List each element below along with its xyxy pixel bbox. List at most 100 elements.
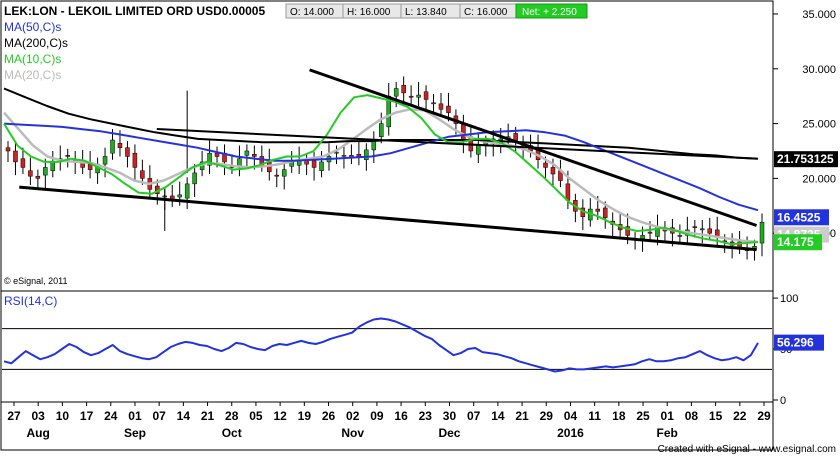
price-tag-box <box>774 151 838 168</box>
candle-body <box>602 207 608 219</box>
candle-body <box>707 228 712 234</box>
candle-body <box>20 158 26 168</box>
date-tick-label: 05 <box>249 409 263 423</box>
candle-body <box>341 155 347 157</box>
date-tick-label: 24 <box>104 409 118 423</box>
rsi-value-label: 56.296 <box>777 336 814 350</box>
date-tick-label: 21 <box>515 409 529 423</box>
candle-body <box>50 161 56 171</box>
price-tag-label: 14.175 <box>777 235 814 249</box>
rsi-line: 56.296 <box>3 317 824 373</box>
candle-body <box>102 156 108 165</box>
net-change-box <box>515 3 588 19</box>
candle-body <box>677 235 683 237</box>
legend-ma10: MA(10,C)s <box>4 52 61 66</box>
candle-body <box>192 172 197 185</box>
trendline-horizontal-ma-line <box>156 128 757 160</box>
date-tick-label: 17 <box>80 409 94 423</box>
candle-body <box>252 154 257 157</box>
date-tick-label: 15 <box>709 409 723 423</box>
date-tick-label: 18 <box>612 409 626 423</box>
candle-body <box>110 139 115 154</box>
copyright-note: © eSignal, 2011 <box>4 276 68 286</box>
candle-body <box>364 149 369 160</box>
rsi-value-box <box>774 334 824 351</box>
candle-body <box>446 105 451 113</box>
candle-body <box>5 147 11 152</box>
rsi-tick-label: 0 <box>780 395 786 407</box>
close-value: C: 16.000 <box>464 7 508 18</box>
candle-body <box>311 160 317 168</box>
candle-body <box>117 143 123 148</box>
candle-body <box>207 152 212 166</box>
date-tick-label: 23 <box>419 409 433 423</box>
ma10-line <box>3 94 759 246</box>
date-tick-label: 02 <box>346 409 360 423</box>
ma20-line <box>3 108 759 244</box>
candle-body <box>640 235 645 239</box>
month-label: Dec <box>438 426 460 440</box>
price-tick-label: 35.000 <box>802 9 836 21</box>
price-tag-label: 16.4525 <box>777 210 821 224</box>
candle-body <box>565 183 571 201</box>
candle-body <box>379 123 384 137</box>
legend-ma50: MA(50,C)s <box>4 20 61 34</box>
price-panel <box>0 0 774 292</box>
date-tick-label: 19 <box>298 409 312 423</box>
rsi-polyline <box>3 317 759 373</box>
month-label: Oct <box>222 426 242 440</box>
candle-body <box>244 150 250 156</box>
candle-body <box>476 145 481 155</box>
rsi-label: RSI(14,C) <box>4 294 57 308</box>
candle-body <box>692 226 698 228</box>
candle-body <box>408 95 414 98</box>
date-tick-label: 29 <box>540 409 554 423</box>
date-tick-label: 08 <box>685 409 699 423</box>
date-tick-label: 01 <box>128 409 142 423</box>
ohlc-readout: O: 14.000 H: 16.000 L: 13.840 C: 16.000 … <box>285 3 588 19</box>
date-tick-label: 27 <box>7 409 21 423</box>
month-labels: Aug Sep Oct Nov Dec 2016 Feb <box>27 426 678 440</box>
candle-body <box>393 88 399 97</box>
candle-body <box>132 152 138 168</box>
date-tick-label: 10 <box>56 409 70 423</box>
trend-lines <box>19 68 758 252</box>
candle-body <box>416 94 421 98</box>
date-tick-label: 03 <box>32 409 46 423</box>
ma50-line <box>3 122 759 212</box>
candle-body <box>625 226 630 236</box>
date-tick-label: 28 <box>225 409 239 423</box>
candle-body <box>274 174 280 177</box>
date-tick-label: 21 <box>201 409 215 423</box>
candle-body <box>65 155 70 157</box>
price-tick-label: 30.000 <box>802 64 836 76</box>
month-label: Sep <box>124 426 146 440</box>
chart-title: LEK:LON - LEKOIL LIMITED ORD USD0.00005 <box>4 4 265 18</box>
candle-body <box>461 123 466 141</box>
candle-body <box>550 167 556 175</box>
month-label: Aug <box>27 426 50 440</box>
legend-ma20: MA(20,C)s <box>4 68 61 82</box>
price-tag-box <box>774 209 829 226</box>
date-tick-label: 22 <box>733 409 747 423</box>
price-tick-label: 25.000 <box>802 119 836 131</box>
date-tick-label: 12 <box>273 409 287 423</box>
net-change-value: Net: + 2.250 <box>522 7 577 18</box>
price-tick-label: 20.000 <box>802 173 836 185</box>
candle-body <box>543 162 548 168</box>
trendline-lower-support <box>19 185 757 252</box>
date-tick-label: 11 <box>588 409 601 423</box>
month-label: Feb <box>657 426 678 440</box>
date-tick-label: 26 <box>322 409 336 423</box>
rsi-levels <box>2 328 772 370</box>
date-tick-label: 09 <box>370 409 384 423</box>
candle-body <box>700 228 705 231</box>
date-tick-label: 30 <box>443 409 457 423</box>
candle-body <box>125 147 130 157</box>
legend-ma200: MA(200,C)s <box>4 36 68 50</box>
date-tick-label: 14 <box>491 409 505 423</box>
